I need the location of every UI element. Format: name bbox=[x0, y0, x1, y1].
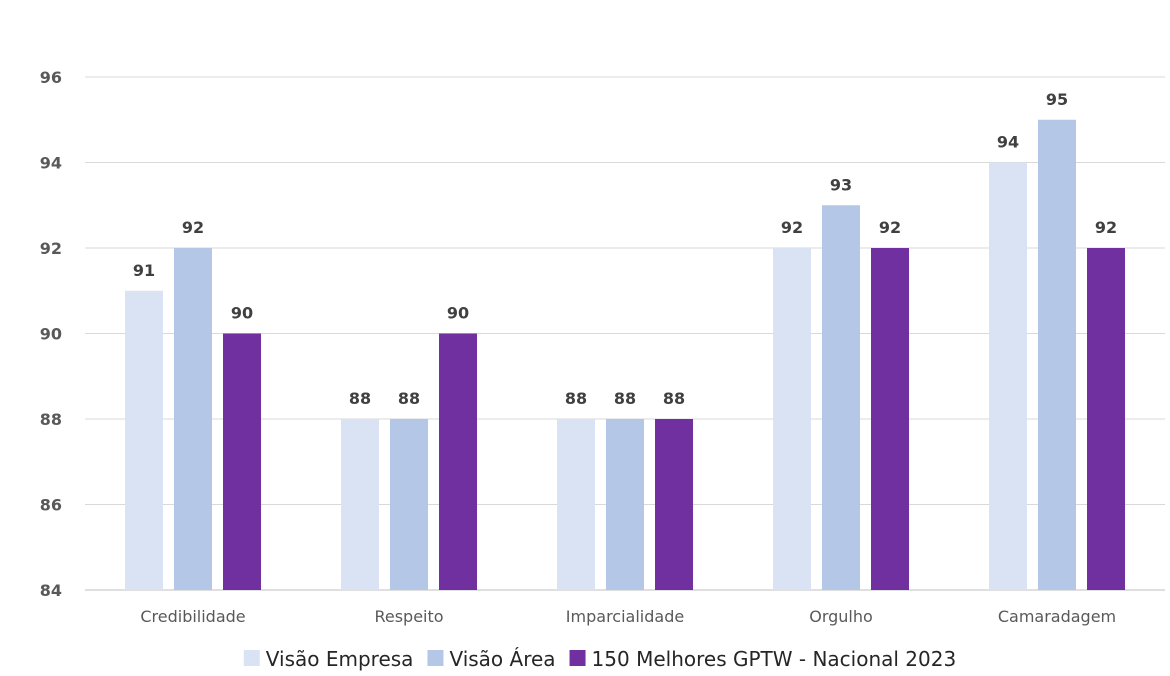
bar-imparcialidade-series-1 bbox=[557, 419, 595, 590]
x-axis: Credibilidade Respeito Imparcialidade Orgul… bbox=[140, 607, 1116, 626]
x-tick-label: Camaradagem bbox=[998, 607, 1116, 626]
data-label: 90 bbox=[231, 304, 253, 323]
legend-item: 150 Melhores GPTW - Nacional 2023 bbox=[569, 647, 957, 671]
legend-label: Visão Área bbox=[449, 647, 555, 671]
legend-item: Visão Área bbox=[427, 647, 556, 671]
y-tick-label: 90 bbox=[40, 325, 62, 344]
y-tick-label: 84 bbox=[40, 581, 62, 600]
x-tick-label: Credibilidade bbox=[140, 607, 245, 626]
data-label: 92 bbox=[1095, 218, 1117, 237]
data-label: 92 bbox=[182, 218, 204, 237]
legend-label: 150 Melhores GPTW - Nacional 2023 bbox=[592, 647, 957, 671]
bar-orgulho-series-2 bbox=[822, 205, 860, 590]
y-tick-label: 86 bbox=[40, 496, 62, 515]
y-tick-label: 92 bbox=[40, 239, 62, 258]
data-label: 95 bbox=[1046, 90, 1068, 109]
data-label: 90 bbox=[447, 304, 469, 323]
data-label: 88 bbox=[663, 389, 685, 408]
y-axis: 84 86 88 90 92 94 96 bbox=[40, 68, 62, 600]
bar-respeito-series-1 bbox=[341, 419, 379, 590]
bar-credibilidade-series-3 bbox=[223, 333, 261, 590]
legend: Visão Empresa Visão Área 150 Melhores GPTW… bbox=[243, 647, 957, 671]
bar-credibilidade-series-1 bbox=[125, 290, 163, 590]
legend-swatch bbox=[243, 650, 260, 666]
data-label: 88 bbox=[398, 389, 420, 408]
bar-camaradagem-series-2 bbox=[1038, 119, 1076, 590]
data-label: 88 bbox=[349, 389, 371, 408]
y-tick-label: 96 bbox=[40, 68, 62, 87]
bar-respeito-series-3 bbox=[439, 333, 477, 590]
bar-camaradagem-series-1 bbox=[989, 162, 1027, 590]
bar-imparcialidade-series-2 bbox=[606, 419, 644, 590]
bar-orgulho-series-3 bbox=[871, 248, 909, 590]
legend-swatch bbox=[569, 650, 586, 666]
data-label: 92 bbox=[879, 218, 901, 237]
data-label: 88 bbox=[614, 389, 636, 408]
data-label: 92 bbox=[781, 218, 803, 237]
bar-imparcialidade-series-3 bbox=[655, 419, 693, 590]
bar-orgulho-series-1 bbox=[773, 248, 811, 590]
bars bbox=[125, 119, 1125, 590]
legend-swatch bbox=[427, 650, 444, 666]
bar-camaradagem-series-3 bbox=[1087, 248, 1125, 590]
data-labels: 91 92 90 88 88 90 88 88 88 92 93 92 94 95 92 bbox=[133, 90, 1117, 408]
y-tick-label: 88 bbox=[40, 410, 62, 429]
x-tick-label: Orgulho bbox=[809, 607, 873, 626]
y-tick-label: 94 bbox=[40, 154, 62, 173]
x-tick-label: Respeito bbox=[374, 607, 443, 626]
data-label: 94 bbox=[997, 133, 1019, 152]
data-label: 93 bbox=[830, 175, 852, 194]
x-tick-label: Imparcialidade bbox=[566, 607, 684, 626]
legend-item: Visão Empresa bbox=[243, 647, 414, 671]
bar-credibilidade-series-2 bbox=[174, 248, 212, 590]
bar-respeito-series-2 bbox=[390, 419, 428, 590]
data-label: 91 bbox=[133, 261, 155, 280]
data-label: 88 bbox=[565, 389, 587, 408]
legend-label: Visão Empresa bbox=[266, 647, 414, 671]
